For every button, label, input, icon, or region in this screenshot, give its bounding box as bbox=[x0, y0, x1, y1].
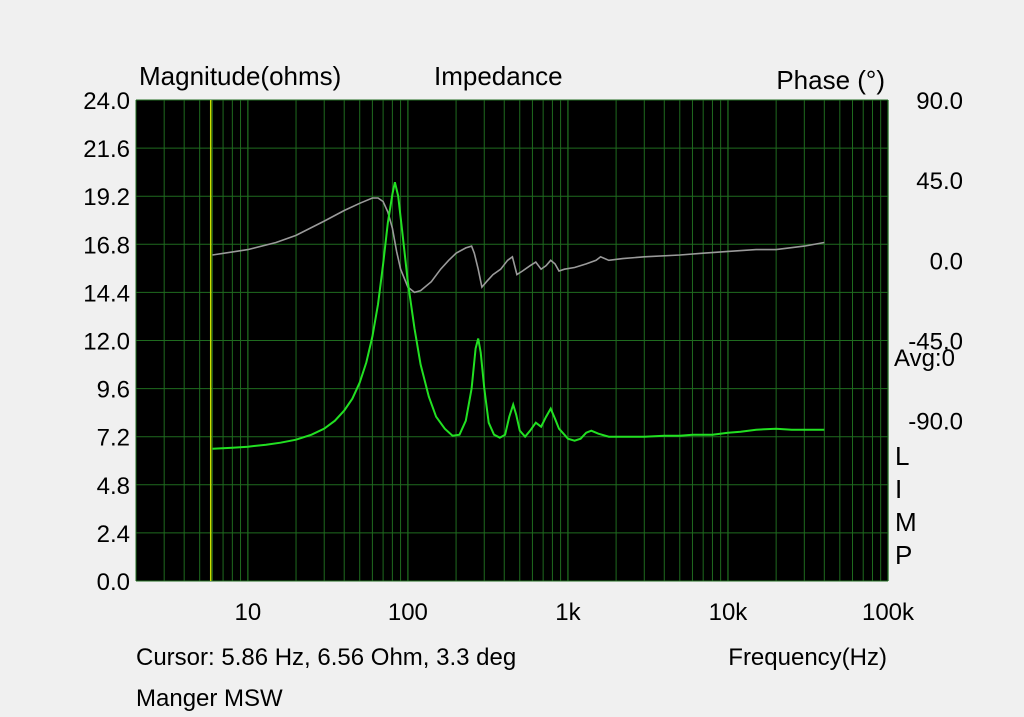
phase-line bbox=[212, 197, 825, 294]
left-tick-label: 9.6 bbox=[97, 377, 130, 404]
cursor-readout: Cursor: 5.86 Hz, 6.56 Ohm, 3.3 deg bbox=[136, 644, 516, 671]
left-tick-label: 19.2 bbox=[83, 184, 130, 211]
right-tick-label: -45.0 bbox=[908, 329, 963, 356]
x-axis-ticks: 10 100 1k 10k 100k bbox=[235, 599, 916, 626]
left-tick-label: 21.6 bbox=[83, 136, 130, 163]
left-tick-label: 2.4 bbox=[97, 521, 130, 548]
left-tick-label: 0.0 bbox=[97, 569, 130, 596]
right-tick-label: 90.0 bbox=[916, 88, 963, 115]
right-tick-label: -90.0 bbox=[908, 409, 963, 436]
right-tick-label: 45.0 bbox=[916, 168, 963, 195]
device-name: Manger MSW bbox=[136, 685, 283, 712]
left-tick-label: 7.2 bbox=[97, 425, 130, 452]
right-tick-label: 0.0 bbox=[930, 248, 963, 275]
right-axis-ticks: 90.0 45.0 0.0 -45.0 -90.0 bbox=[908, 88, 963, 436]
left-tick-label: 4.8 bbox=[97, 473, 130, 500]
legend-letter-l: L bbox=[895, 441, 909, 471]
left-tick-label: 16.8 bbox=[83, 232, 130, 259]
left-axis-ticks: 0.0 2.4 4.8 7.2 9.6 12.0 14.4 16.8 19.2 21.6 24.0 bbox=[83, 88, 130, 596]
x-tick-label: 100 bbox=[388, 599, 428, 626]
legend-letter-i: I bbox=[895, 474, 902, 504]
x-tick-label: 1k bbox=[555, 599, 581, 626]
x-tick-label: 100k bbox=[862, 599, 915, 626]
magnitude-line bbox=[212, 181, 825, 450]
left-tick-label: 24.0 bbox=[83, 88, 130, 115]
x-tick-label: 10 bbox=[235, 599, 262, 626]
chart-title: Impedance bbox=[434, 61, 563, 91]
grid bbox=[135, 99, 889, 582]
x-axis-label: Frequency(Hz) bbox=[728, 644, 887, 671]
left-tick-label: 14.4 bbox=[83, 280, 130, 307]
x-tick-label: 10k bbox=[709, 599, 749, 626]
left-axis-label: Magnitude(ohms) bbox=[139, 61, 341, 91]
left-tick-label: 12.0 bbox=[83, 329, 130, 356]
average-label: Avg:0 bbox=[894, 345, 955, 372]
legend-letter-m: M bbox=[895, 507, 917, 537]
legend-letter-p: P bbox=[895, 540, 912, 570]
right-axis-label: Phase (°) bbox=[776, 65, 885, 95]
